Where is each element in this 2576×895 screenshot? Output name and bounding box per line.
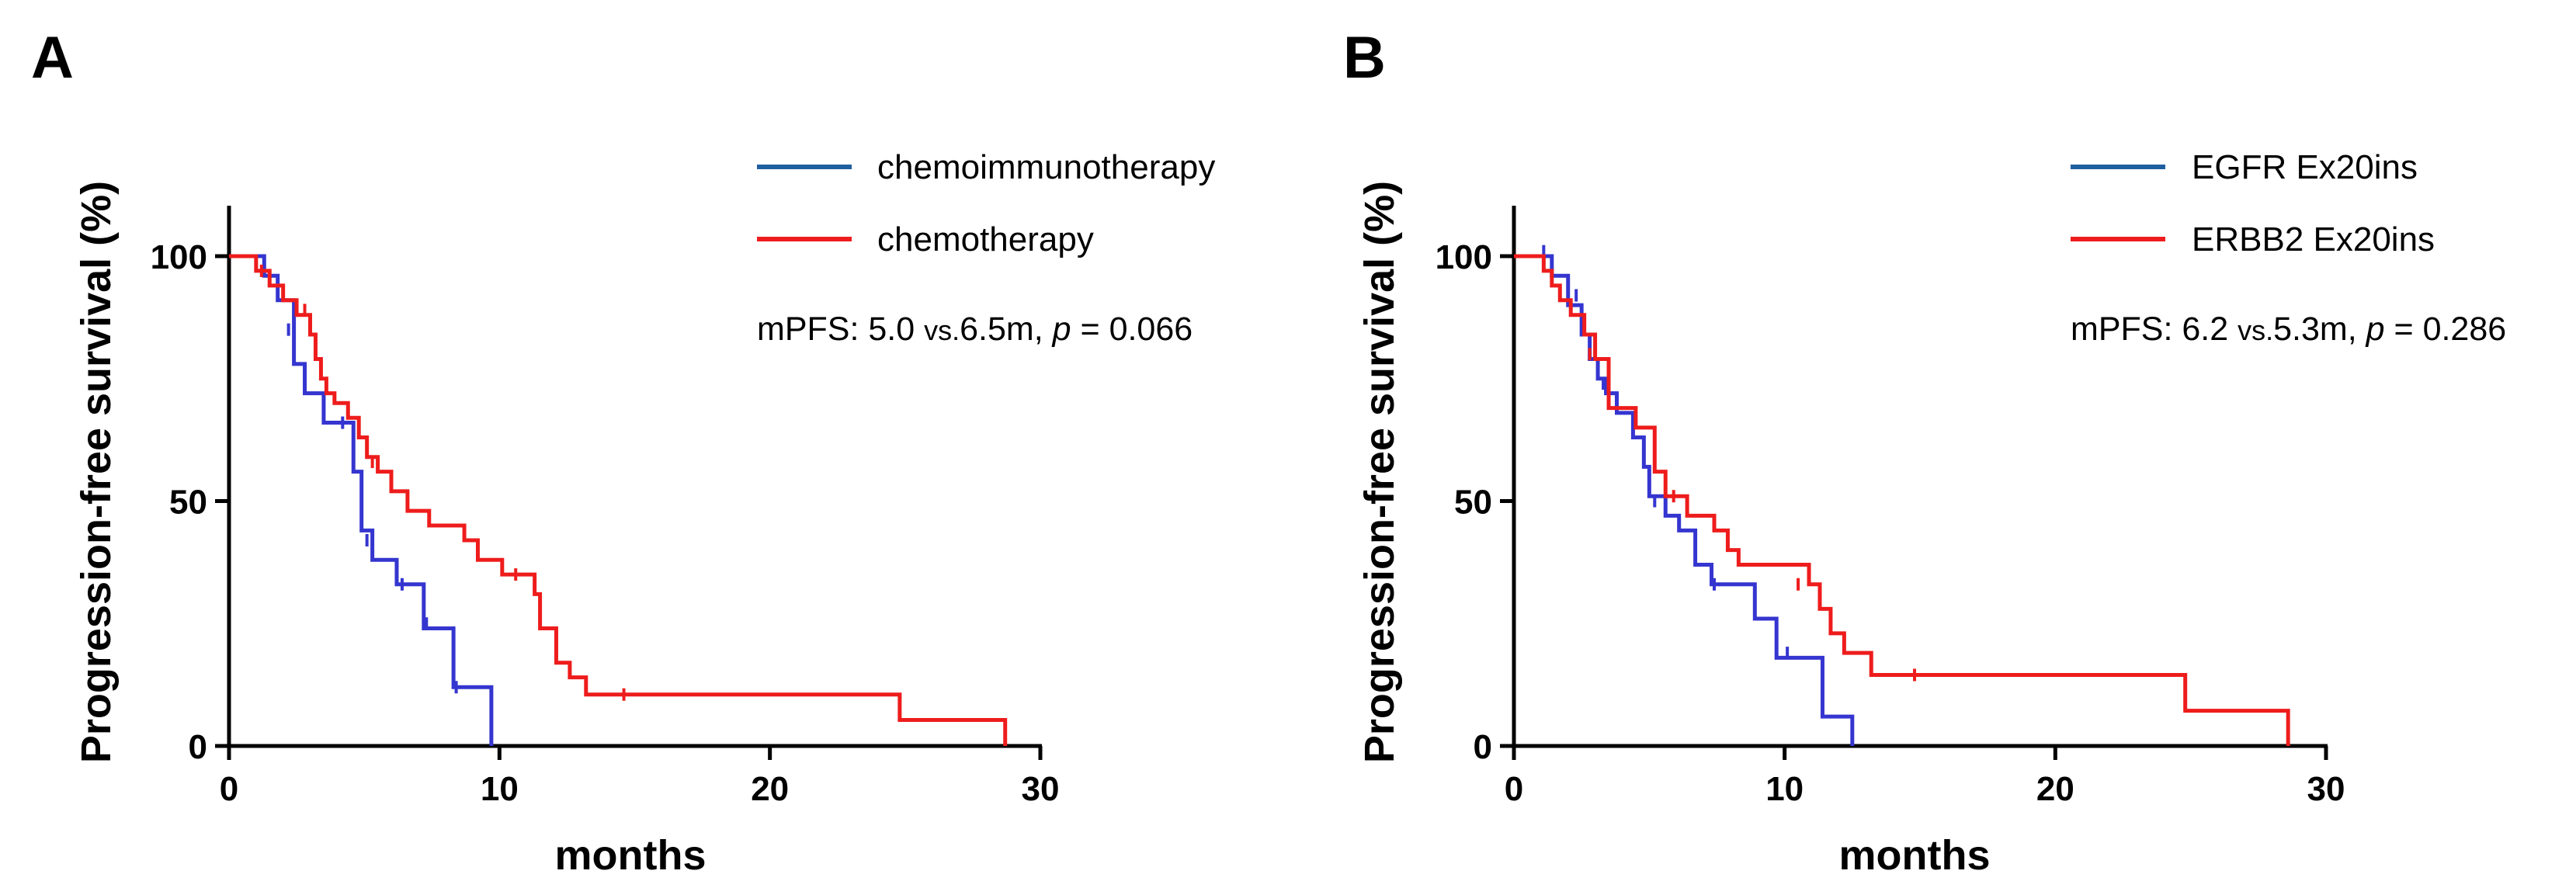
panel-a-y-tick-label: 100 [151, 238, 207, 276]
panel-b-y-axis-title: Progression-free survival (%) [1356, 181, 1403, 763]
panel-a-mpfs-prefix: mPFS: [757, 310, 868, 348]
panel-b-legend-label-erbb2: ERBB2 Ex20ins [2192, 220, 2435, 258]
panel-b-axes [1500, 206, 2328, 760]
panel-b-y-tick-label: 50 [1454, 484, 1492, 522]
panel-b-y-tick-label: 0 [1474, 728, 1492, 766]
panel-a-mpfs-value1: 5.0 [868, 310, 915, 348]
panel-a-x-tick-label: 30 [1022, 770, 1060, 808]
panel-a-x-tick-label: 0 [220, 770, 238, 808]
panel-a-legend: chemoimmunotherapy chemotherapy [757, 148, 1215, 258]
panel-b-y-tick-label: 100 [1436, 238, 1492, 276]
panel-a-axes [215, 206, 1043, 760]
panel-a-legend-label-chemoimmunotherapy: chemoimmunotherapy [877, 148, 1215, 186]
panel-a-x-tick-label: 10 [481, 770, 519, 808]
panel-b-mpfs-prefix: mPFS: [2071, 310, 2182, 348]
panel-b-x-tick-label: 10 [1765, 770, 1804, 808]
panel-b-x-tick-label: 30 [2307, 770, 2345, 808]
survival-curve-egfr-ex20ins [1514, 254, 1855, 746]
panel-a-y-tick-label: 0 [189, 728, 207, 766]
panel-a-y-axis-title: Progression-free survival (%) [73, 181, 120, 763]
panel-b-letter: B [1343, 25, 1386, 91]
panel-b-survival-curves [1514, 245, 2290, 746]
panel-b-legend-label-egfr: EGFR Ex20ins [2192, 148, 2418, 186]
panel-a-mpfs-vs: vs. [924, 314, 960, 346]
panel-b: B Progression-free survival (%) months 0… [1343, 25, 2506, 879]
panel-a-y-tick-label: 50 [169, 484, 207, 522]
panel-b-mpfs-annotation: mPFS: 6.2 vs.5.3m, p = 0.286 [2071, 310, 2506, 348]
panel-b-x-axis-title: months [1839, 832, 1991, 879]
panel-b-x-tick-label: 0 [1505, 770, 1523, 808]
panel-a-letter: A [31, 25, 74, 91]
survival-curve-erbb2-ex20ins [1514, 254, 2290, 746]
panel-a-x-axis-title: months [555, 832, 706, 879]
panel-b-x-tick-label: 20 [2036, 770, 2074, 808]
panel-b-legend: EGFR Ex20ins ERBB2 Ex20ins [2071, 148, 2435, 258]
panel-b-mpfs-vs: vs. [2238, 314, 2273, 346]
panel-a-p-label: p [1051, 310, 1071, 348]
panel-b-ticks: 0 50 100 0 10 20 30 [1436, 238, 2345, 808]
panel-b-p-label: p [2365, 310, 2385, 348]
panel-a-legend-label-chemotherapy: chemotherapy [877, 220, 1094, 258]
panel-a-mpfs-value2: 6.5m, [960, 310, 1053, 348]
panel-b-mpfs-value2: 5.3m, [2273, 310, 2366, 348]
panel-a: A Progression-free survival (%) months 0… [31, 25, 1215, 879]
panel-a-ticks: 0 50 100 0 10 20 30 [151, 238, 1060, 808]
panel-a-x-tick-label: 20 [751, 770, 789, 808]
panel-a-survival-curves [229, 254, 1008, 746]
survival-curve-chemoimmunotherapy [229, 254, 494, 746]
panel-a-mpfs-annotation: mPFS: 5.0 vs.6.5m, p = 0.066 [757, 310, 1193, 348]
panel-b-p-value: = 0.286 [2385, 310, 2507, 348]
panel-b-mpfs-value1: 6.2 [2182, 310, 2228, 348]
panel-a-p-value: = 0.066 [1071, 310, 1193, 348]
